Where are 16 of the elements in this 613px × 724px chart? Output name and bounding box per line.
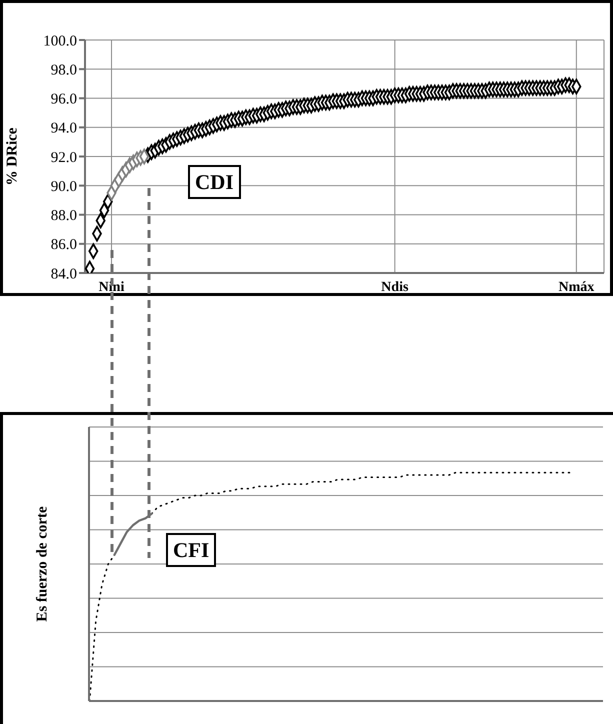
y-tick-label: 96.0 bbox=[50, 92, 77, 108]
y-axis-title: % DRice bbox=[4, 127, 20, 186]
x-tick-label: Nini bbox=[98, 280, 124, 295]
y-tick-label: 88.0 bbox=[50, 208, 77, 224]
x-tick-label: Ndis bbox=[381, 280, 409, 295]
y-tick-label: 92.0 bbox=[50, 150, 77, 166]
annotation: CFI bbox=[166, 533, 216, 567]
y-tick-label: 98.0 bbox=[50, 62, 77, 78]
annotation: CDI bbox=[188, 165, 241, 199]
y-axis-title: Es fuerzo de corte bbox=[34, 506, 50, 622]
y-tick-label: 86.0 bbox=[50, 237, 77, 254]
x-tick-label: Nmáx bbox=[558, 280, 594, 295]
y-tick-label: 90.0 bbox=[50, 178, 77, 195]
y-tick-label: 94.0 bbox=[50, 120, 77, 137]
y-tick-label: 84.0 bbox=[50, 266, 77, 282]
y-tick-label: 100.0 bbox=[43, 33, 77, 50]
